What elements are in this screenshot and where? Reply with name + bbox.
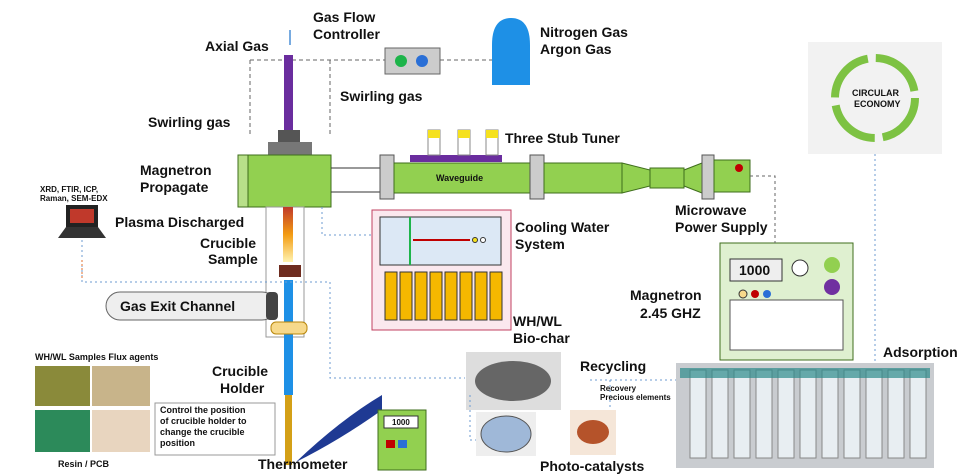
label: Swirling gas: [148, 114, 230, 130]
label: System: [515, 236, 565, 252]
gas-bottle: [492, 18, 530, 85]
waveguide: [544, 163, 622, 193]
button: [398, 440, 407, 448]
label: Crucible: [200, 235, 256, 251]
torch-cap: [268, 142, 312, 156]
taper: [684, 163, 702, 193]
label: Argon Gas: [540, 41, 612, 57]
vial-caps: [680, 368, 930, 378]
label: Three Stub Tuner: [505, 130, 620, 146]
label: CIRCULAR: [852, 88, 899, 99]
indicator: [735, 164, 743, 172]
label: WH/WL Samples Flux agents: [35, 352, 158, 363]
diagram-drawing: [0, 0, 979, 476]
power-panel: [730, 300, 843, 350]
label: 2.45 GHZ: [640, 305, 701, 321]
label: Plasma Discharged: [115, 214, 244, 230]
flange: [530, 155, 544, 199]
biochar: [475, 361, 551, 401]
label: ECONOMY: [854, 99, 901, 110]
display-value: 1000: [392, 418, 410, 427]
photo: [35, 366, 90, 406]
laptop-display: [70, 209, 94, 223]
flange: [380, 155, 394, 199]
photo: [92, 410, 150, 452]
holder-ring: [271, 322, 307, 334]
label: Bio-char: [513, 330, 570, 346]
label: XRD, FTIR, ICP,: [40, 185, 98, 194]
taper: [622, 163, 650, 193]
controller-knob: [395, 55, 407, 67]
label: Resin / PCB: [58, 459, 109, 470]
label: Magnetron: [630, 287, 702, 303]
label: Photo-catalysts: [540, 458, 644, 474]
copper: [577, 420, 609, 444]
knob: [824, 279, 840, 295]
label: Cooling Water: [515, 219, 609, 235]
note-line: change the crucible: [160, 427, 245, 438]
label: Sample: [208, 251, 258, 267]
catalyst-dish: [481, 416, 531, 452]
button: [763, 290, 771, 298]
label: WH/WL: [513, 313, 562, 329]
label: Recovery: [600, 384, 636, 393]
crucible: [279, 265, 301, 277]
button: [386, 440, 395, 448]
flange: [702, 155, 714, 199]
label: Holder: [220, 380, 264, 396]
label: Swirling gas: [340, 88, 422, 104]
label: Precious elements: [600, 393, 671, 402]
button: [751, 290, 759, 298]
tuner-stubs: [428, 130, 498, 155]
label: Adsorption: [883, 344, 958, 360]
note-line: of crucible holder to: [160, 416, 247, 427]
waveguide: [650, 168, 684, 188]
label: Gas Flow: [313, 9, 375, 25]
crucible-holder: [284, 280, 293, 395]
coupler: [331, 168, 380, 192]
label: Magnetron: [140, 162, 212, 178]
label: Crucible: [212, 363, 268, 379]
tuner-bar: [410, 155, 502, 162]
label: Waveguide: [436, 173, 483, 184]
label: Microwave: [675, 202, 747, 218]
thermocouple: [285, 395, 292, 465]
magnetron-side: [238, 155, 248, 207]
gas-flow-controller: [385, 48, 440, 74]
label: Controller: [313, 26, 380, 42]
probe-wire: [296, 395, 382, 462]
label: Nitrogen Gas: [540, 24, 628, 40]
laptop-base: [58, 227, 106, 238]
label: Gas Exit Channel: [120, 298, 235, 314]
torch-cap: [278, 130, 300, 142]
label: Thermometer: [258, 456, 347, 472]
display-value: 1000: [739, 262, 770, 278]
diagram: Axial Gas Gas Flow Controller Nitrogen G…: [0, 0, 979, 476]
photo: [35, 410, 90, 452]
note-line: position: [160, 438, 195, 449]
label: Power Supply: [675, 219, 768, 235]
valve: [473, 238, 478, 243]
magnetron-head: [714, 160, 750, 192]
photo: [92, 366, 150, 406]
label: Recycling: [580, 358, 646, 374]
axial-tube: [284, 55, 293, 135]
valve: [481, 238, 486, 243]
knob: [824, 257, 840, 273]
plasma: [283, 207, 293, 262]
button: [739, 290, 747, 298]
controller-knob: [416, 55, 428, 67]
gas-exit-port: [266, 292, 278, 320]
gauge: [792, 260, 808, 276]
label: Raman, SEM-EDX: [40, 194, 108, 203]
label: Axial Gas: [205, 38, 269, 54]
label: Propagate: [140, 179, 208, 195]
note-line: Control the position: [160, 405, 246, 416]
magnetron-box: [238, 155, 331, 207]
vials: [690, 370, 926, 458]
